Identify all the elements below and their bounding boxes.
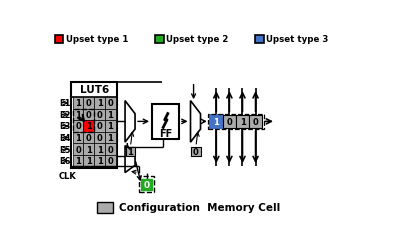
- Bar: [94, 98, 105, 109]
- Bar: [105, 109, 116, 121]
- Text: 1: 1: [97, 145, 103, 154]
- Text: CLK: CLK: [59, 171, 77, 180]
- Bar: [208, 114, 263, 130]
- Text: 0: 0: [86, 111, 92, 119]
- Text: 1: 1: [97, 156, 103, 166]
- Bar: [152, 104, 179, 140]
- Text: 1: 1: [86, 156, 92, 166]
- Bar: [141, 179, 152, 190]
- Bar: [94, 155, 105, 167]
- Bar: [97, 202, 113, 213]
- Text: Configuration  Memory Cell: Configuration Memory Cell: [119, 202, 280, 212]
- Bar: [73, 109, 83, 121]
- Polygon shape: [125, 146, 135, 173]
- Text: 1: 1: [239, 117, 245, 126]
- Bar: [83, 132, 94, 144]
- Bar: [249, 116, 262, 128]
- Text: 1: 1: [75, 134, 81, 142]
- Text: 0: 0: [75, 122, 81, 131]
- Text: 0: 0: [97, 111, 103, 119]
- Bar: [191, 147, 200, 156]
- Text: LUT6: LUT6: [80, 84, 109, 94]
- Bar: [83, 144, 94, 155]
- Text: 0: 0: [144, 180, 150, 189]
- Text: 0: 0: [193, 147, 199, 156]
- Bar: [236, 116, 249, 128]
- Bar: [126, 147, 135, 156]
- Text: 0: 0: [75, 145, 81, 154]
- Text: 1: 1: [97, 99, 103, 108]
- Text: 1: 1: [75, 99, 81, 108]
- Text: FF: FF: [159, 129, 172, 138]
- Bar: [83, 155, 94, 167]
- Bar: [71, 82, 117, 168]
- Text: 1: 1: [86, 122, 92, 131]
- Text: 0: 0: [86, 99, 92, 108]
- Bar: [105, 98, 116, 109]
- Bar: [73, 132, 83, 144]
- Text: E1: E1: [59, 99, 70, 108]
- Bar: [83, 109, 94, 121]
- Bar: [73, 98, 83, 109]
- Bar: [83, 98, 94, 109]
- Bar: [105, 155, 116, 167]
- Text: E5: E5: [59, 145, 70, 154]
- Text: 1: 1: [107, 122, 113, 131]
- Bar: [73, 109, 94, 132]
- Bar: [105, 121, 116, 132]
- Text: 0: 0: [107, 156, 113, 166]
- Text: 1: 1: [75, 156, 81, 166]
- Text: 1: 1: [75, 111, 81, 119]
- Bar: [105, 144, 116, 155]
- Bar: [255, 36, 263, 44]
- Text: Upset type 1: Upset type 1: [66, 35, 128, 44]
- Text: 1: 1: [86, 145, 92, 154]
- Bar: [73, 155, 83, 167]
- Text: 0: 0: [86, 134, 92, 142]
- Bar: [55, 36, 63, 44]
- Bar: [73, 144, 83, 155]
- Text: 0: 0: [107, 145, 113, 154]
- Text: 0: 0: [97, 134, 103, 142]
- Bar: [105, 132, 116, 144]
- Text: 1: 1: [107, 111, 113, 119]
- Bar: [94, 144, 105, 155]
- Text: Upset type 3: Upset type 3: [266, 35, 328, 44]
- Text: 0: 0: [253, 117, 258, 126]
- Bar: [139, 177, 154, 192]
- Text: 0: 0: [97, 122, 103, 131]
- Polygon shape: [190, 101, 200, 143]
- Text: 1: 1: [213, 117, 219, 126]
- Text: 0: 0: [107, 99, 113, 108]
- Text: Upset type 2: Upset type 2: [166, 35, 228, 44]
- Bar: [155, 36, 164, 44]
- Text: 1: 1: [107, 134, 113, 142]
- Bar: [94, 121, 105, 132]
- Text: E3: E3: [59, 122, 70, 131]
- Bar: [210, 116, 223, 128]
- Polygon shape: [125, 101, 135, 143]
- Text: E2: E2: [59, 111, 70, 119]
- Text: 1: 1: [128, 147, 134, 156]
- Bar: [73, 121, 83, 132]
- Text: E6: E6: [59, 156, 70, 166]
- Text: 0: 0: [227, 117, 232, 126]
- Bar: [83, 121, 94, 132]
- Bar: [223, 116, 236, 128]
- Text: E4: E4: [59, 134, 70, 142]
- Bar: [94, 132, 105, 144]
- Bar: [94, 109, 105, 121]
